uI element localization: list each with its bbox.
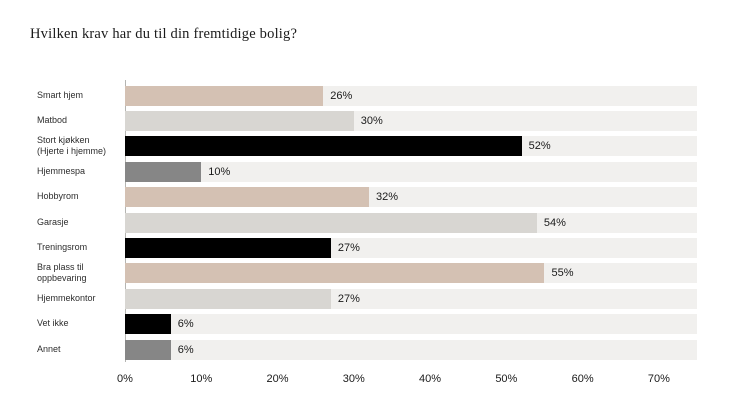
x-tick-label: 30% [342,373,365,386]
category-label: Annet [37,343,61,354]
bar-track: 27% [125,238,697,259]
bar [125,238,331,259]
bar [125,136,522,157]
value-label: 10% [208,165,231,178]
bar [125,314,171,335]
category-label: Bra plass til oppbevaring [37,261,87,284]
chart-row: Stort kjøkken (Hjerte i hjemme) 52% [37,134,697,159]
bar-track: 6% [125,314,697,335]
chart-row: Treningsrom 27% [37,235,697,260]
category-label: Hjemmespa [37,166,86,177]
category-label: Stort kjøkken (Hjerte i hjemme) [37,134,107,157]
bar-track: 26% [125,85,697,106]
bar-track: 32% [125,187,697,208]
category-label: Matbod [37,115,68,126]
chart-row: Vet ikke 6% [37,312,697,337]
bar [125,339,171,360]
x-tick-label: 20% [266,373,289,386]
bar-chart: Smart hjem 26% Matbod 30% Stort kjøkken (Hje… [37,80,697,393]
category-label: Garasje [37,216,69,227]
value-label: 54% [543,216,566,229]
chart-rows: Smart hjem 26% Matbod 30% Stort kjøkken (Hje… [37,80,697,363]
value-label: 32% [376,191,399,204]
chart-row: Hjemmespa 10% [37,159,697,184]
bar [125,288,331,309]
category-label: Hobbyrom [37,191,79,202]
x-axis: 0% 10% 20% 30% 40% 50% 60% 70% [117,369,697,393]
value-label: 27% [337,292,360,305]
chart-row: Hobbyrom 32% [37,185,697,210]
bar [125,85,324,106]
bar-track: 54% [125,212,697,233]
category-label: Smart hjem [37,89,84,100]
x-tick-label: 0% [117,373,133,386]
x-tick-label: 70% [647,373,670,386]
chart-row: Smart hjem 26% [37,83,697,108]
x-tick-label: 60% [571,373,594,386]
category-label: Hjemmekontor [37,292,96,303]
bar-track: 52% [125,136,697,157]
chart-row: Matbod 30% [37,108,697,133]
bar [125,263,545,284]
bar [125,187,370,208]
x-tick-label: 50% [495,373,518,386]
value-label: 6% [177,343,194,356]
x-tick-label: 10% [190,373,213,386]
value-label: 30% [360,115,383,128]
bar-track: 6% [125,339,697,360]
bar-track: 55% [125,263,697,284]
chart-row: Bra plass til oppbevaring 55% [37,261,697,286]
category-label: Treningsrom [37,242,88,253]
value-label: 26% [330,89,353,102]
value-label: 55% [551,267,574,280]
value-label: 6% [177,318,194,331]
bar-track: 27% [125,288,697,309]
chart-row: Hjemmekontor 27% [37,286,697,311]
chart-row: Annet 6% [37,337,697,362]
bar-track: 10% [125,161,697,182]
category-label: Vet ikke [37,318,69,329]
bar [125,111,354,132]
bar [125,161,202,182]
value-label: 52% [528,140,551,153]
x-tick-label: 40% [419,373,442,386]
value-label: 27% [337,242,360,255]
bar-track: 30% [125,111,697,132]
bar [125,212,537,233]
chart-title: Hvilken krav har du til din fremtidige b… [30,26,298,42]
chart-row: Garasje 54% [37,210,697,235]
